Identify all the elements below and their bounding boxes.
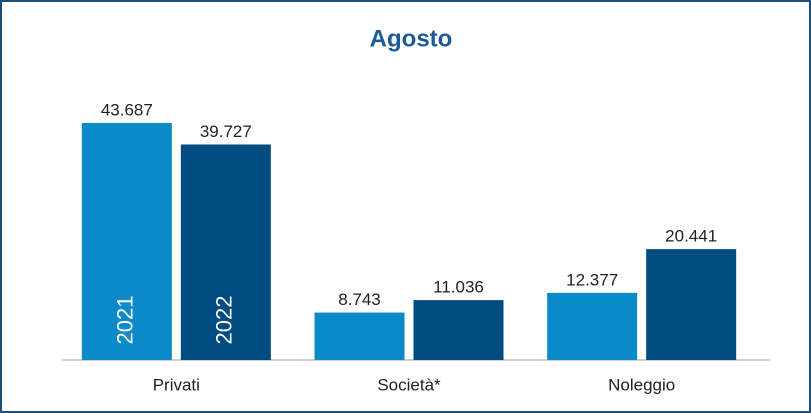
x-tick-label: Privati [153, 375, 200, 394]
bar [413, 300, 504, 360]
legend-label: 2021 [113, 296, 138, 345]
data-label: 12.377 [566, 270, 618, 289]
data-label: 20.441 [665, 227, 717, 246]
x-tick-label: Società* [377, 375, 441, 394]
data-label: 8.743 [338, 290, 381, 309]
bar [646, 249, 737, 360]
bar [547, 292, 638, 360]
data-label: 39.727 [200, 122, 252, 141]
legend-label: 2022 [212, 296, 237, 345]
data-label: 43.687 [101, 100, 153, 119]
bar [81, 123, 172, 360]
x-tick-label: Noleggio [608, 375, 675, 394]
bar [180, 144, 271, 360]
bar [314, 312, 405, 360]
data-label: 11.036 [433, 278, 484, 297]
chart-title: Agosto [370, 25, 453, 52]
